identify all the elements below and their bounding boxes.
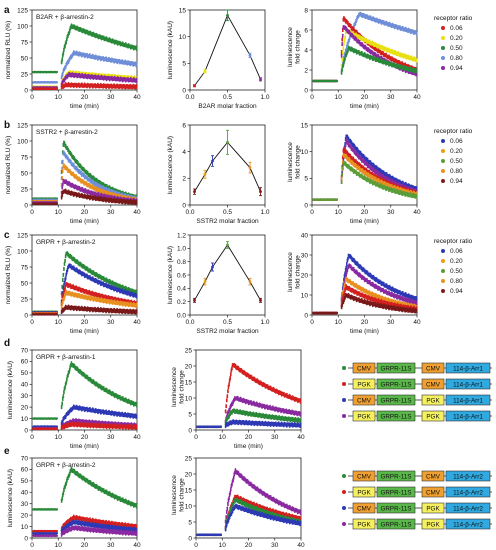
y-tick-label: 2 <box>304 67 308 74</box>
y-axis-label-line: luminescence (kAU) <box>167 21 174 79</box>
y-axis-label: normalized RLU (%) <box>5 21 12 80</box>
y-tick-label: 6 <box>304 27 308 34</box>
data-point <box>383 20 385 22</box>
data-point <box>347 21 349 23</box>
y-tick-label: 10 <box>179 34 187 41</box>
y-tick-label: 100 <box>17 23 28 30</box>
x-tick-label: 30 <box>387 94 395 101</box>
plot-frame <box>190 10 265 90</box>
data-point <box>416 32 418 34</box>
legend-marker <box>441 46 445 50</box>
legend-entry: 0.20 <box>450 35 463 42</box>
data-point <box>204 70 207 73</box>
data-point <box>353 27 355 29</box>
y-tick-label: 0 <box>304 87 308 94</box>
data-point <box>249 54 252 57</box>
data-point <box>372 51 374 53</box>
data-point <box>416 58 418 60</box>
x-axis-label: time (min) <box>70 103 99 110</box>
x-axis-label: B2AR molar fraction <box>198 103 257 110</box>
data-point <box>342 51 344 53</box>
data-point <box>259 78 262 81</box>
data-point <box>136 47 138 49</box>
data-point <box>401 61 403 63</box>
data-point <box>382 51 384 53</box>
x-tick-label: 1.0 <box>260 94 269 101</box>
data-point <box>375 52 377 54</box>
x-tick-label: 10 <box>55 94 63 101</box>
legend-entry: 0.94 <box>450 65 463 72</box>
data-point <box>56 88 58 90</box>
y-axis-label-line: luminescence <box>287 27 294 67</box>
x-tick-label: 40 <box>133 94 141 101</box>
x-tick-label: 0 <box>30 94 34 101</box>
data-point <box>344 35 346 37</box>
chart-a2: 0.0 0.5 1.0 0 5 10 15 B2AR molar fraction <box>179 7 270 110</box>
x-tick-label: 0.5 <box>223 94 232 101</box>
y-tick-label: 25 <box>21 71 29 78</box>
data-point <box>226 14 229 17</box>
y-tick-label: 5 <box>182 61 186 68</box>
data-point <box>342 46 344 48</box>
data-point <box>136 78 138 80</box>
legend-title: receptor ratio <box>434 15 473 22</box>
y-tick-label: 0 <box>24 87 28 94</box>
legend-marker <box>441 36 445 40</box>
plot-frame <box>312 10 417 90</box>
y-axis-label-line: fold change <box>295 30 302 64</box>
panel-label: B2AR + β-arrestin-2 <box>36 14 94 21</box>
panel-letter: a <box>4 5 10 16</box>
data-point <box>385 53 387 55</box>
y-tick-label: 15 <box>179 7 187 14</box>
y-tick-label: 4 <box>304 47 308 54</box>
legend-entry: 0.06 <box>450 25 463 32</box>
data-point <box>193 84 196 87</box>
x-tick-label: 20 <box>361 94 369 101</box>
data-point <box>349 31 351 33</box>
x-tick-label: 20 <box>81 94 89 101</box>
x-tick-label: 0 <box>310 94 314 101</box>
y-tick-label: 75 <box>21 39 29 46</box>
data-point <box>103 35 105 37</box>
data-point <box>336 80 338 82</box>
y-axis-label: luminescencefold change <box>287 27 302 67</box>
y-tick-label: 0 <box>182 87 186 94</box>
x-tick-label: 10 <box>335 94 343 101</box>
data-point <box>415 30 417 32</box>
data-point <box>136 62 138 64</box>
x-tick-label: 30 <box>107 94 115 101</box>
y-tick-label: 125 <box>17 7 28 14</box>
legend-marker <box>441 66 445 70</box>
y-axis-label: luminescence (kAU) <box>167 21 174 79</box>
legend-entry: 0.80 <box>450 55 463 62</box>
y-tick-label: 50 <box>21 55 29 62</box>
legend-entry: 0.50 <box>450 45 463 52</box>
data-point <box>359 40 361 42</box>
x-tick-label: 40 <box>413 94 421 101</box>
data-point <box>56 81 58 83</box>
legend-marker <box>441 26 445 30</box>
trend-line <box>195 15 261 85</box>
series-0 <box>32 23 137 73</box>
legend-marker <box>441 56 445 60</box>
data-point <box>350 24 352 26</box>
data-point <box>136 85 138 87</box>
data-point <box>341 54 343 56</box>
data-point <box>341 42 343 44</box>
y-axis-label-line: normalized RLU (%) <box>5 21 12 80</box>
x-tick-label: 0.0 <box>185 94 194 101</box>
data-point <box>356 38 358 40</box>
data-point <box>56 71 58 73</box>
data-point <box>342 34 344 36</box>
y-tick-label: 8 <box>304 7 308 14</box>
data-point <box>135 45 137 47</box>
data-point <box>352 31 354 33</box>
chart-a1: 0 10 20 30 40 0 25 50 75 100 125 time (min) <box>17 7 141 110</box>
